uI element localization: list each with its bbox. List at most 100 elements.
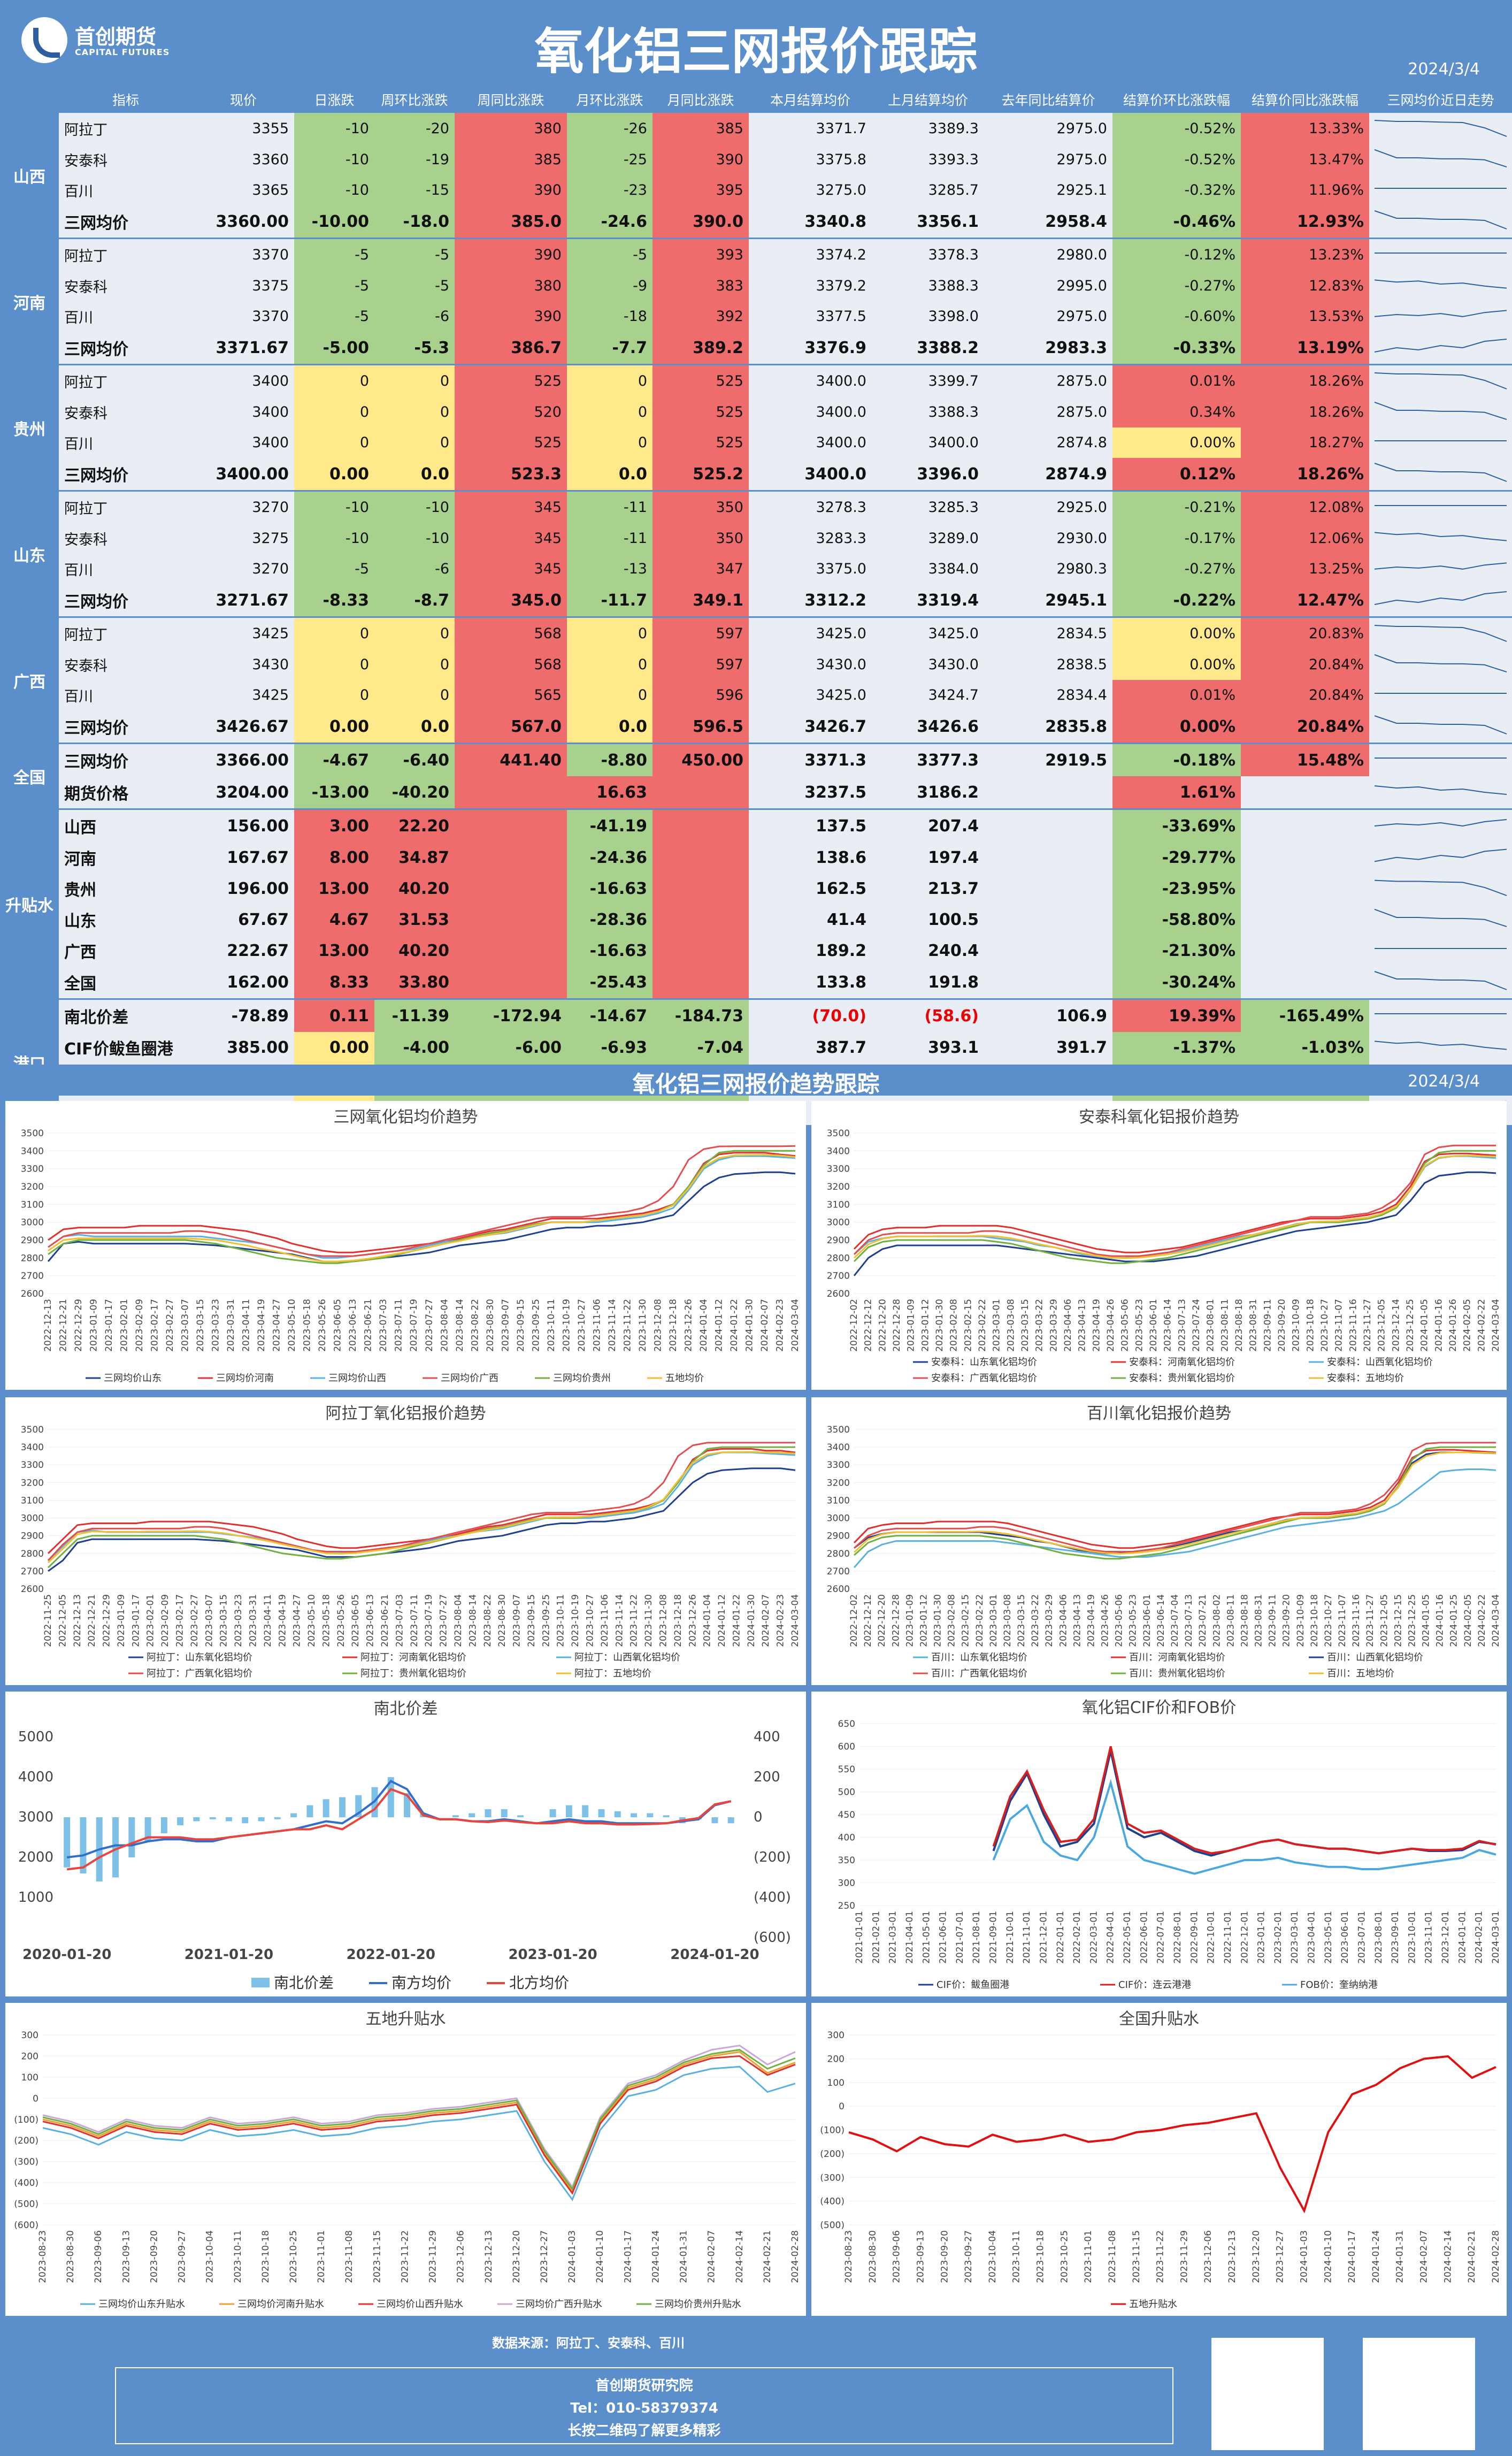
table-cell: 390 <box>455 301 567 332</box>
trend-sparkline <box>1369 743 1512 776</box>
table-cell: 385 <box>455 144 567 175</box>
table-cell: 568 <box>455 649 567 680</box>
x-tick-label: 2023-12-25 <box>1407 1594 1417 1647</box>
x-tick-label: 2024-02-01 <box>1474 1911 1485 1964</box>
x-tick-label: 2023-12-14 <box>1391 1299 1401 1352</box>
table-cell: 0 <box>294 616 374 649</box>
trend-sparkline <box>1369 364 1512 397</box>
x-tick-label: 2023-09-06 <box>892 2230 902 2283</box>
x-tick-label: 2022-06-01 <box>1139 1911 1149 1964</box>
logo-text: 首创期货 <box>75 25 157 49</box>
region-label: 山东 <box>0 490 59 617</box>
x-tick-label: 2023-04-27 <box>292 1594 303 1647</box>
x-tick-label: 2023-04-06 <box>1063 1299 1073 1352</box>
table-row: 安泰科 3430 0 0 568 0 597 3430.0 3430.0 2838.5 0.00% 2… <box>0 649 1512 680</box>
x-tick-label: 2023-10-25 <box>1059 2230 1070 2283</box>
table-cell: 0.01% <box>1112 364 1241 397</box>
table-cell: -11 <box>567 523 653 554</box>
x-tick-label: 2023-07-19 <box>409 1299 419 1352</box>
legend-label: 三网均价山东升贴水 <box>98 2299 185 2310</box>
x-tick-label: 2023-07-13 <box>1177 1299 1187 1352</box>
x-tick-label: 2023-09-20 <box>1281 1594 1292 1647</box>
region-label: 升贴水 <box>0 808 59 999</box>
x-tick-label: 2024-01-05 <box>1419 1299 1430 1352</box>
trend-sparkline <box>1369 776 1512 809</box>
x-tick-label: 2023-11-01 <box>1083 2230 1094 2283</box>
x-tick-label: 2024-01-17 <box>623 2230 633 2283</box>
table-cell: -1.03% <box>1241 1032 1369 1063</box>
y-tick-label: 450 <box>838 1810 855 1820</box>
table-cell: -5 <box>374 238 455 271</box>
table-cell: 0.00 <box>294 710 374 744</box>
bar <box>290 1813 297 1817</box>
legend-label: 百川：山西氧化铝均价 <box>1327 1652 1423 1663</box>
table-cell: 0 <box>374 397 455 427</box>
x-tick-label: 2023-11-30 <box>638 1299 648 1352</box>
sparkline-svg <box>1374 971 1507 990</box>
x-tick-label: 2022-12-21 <box>87 1594 97 1647</box>
table-row: 三网均价 3400.00 0.00 0.0 523.3 0.0 525.2 3400.0 339… <box>0 458 1512 491</box>
x-tick-label: 2023-02-09 <box>134 1299 145 1352</box>
sparkline-svg <box>1374 120 1507 137</box>
y-tick-label: (300) <box>14 2157 39 2168</box>
table-cell: 16.63 <box>567 776 653 809</box>
legend-label: 安泰科：贵州氧化铝均价 <box>1129 1373 1235 1384</box>
x-tick-label: 2024-02-05 <box>1463 1594 1473 1647</box>
series-line <box>854 1442 1496 1552</box>
bar <box>242 1817 249 1824</box>
x-tick-label: 2023-06-05 <box>350 1594 361 1647</box>
table-cell: 525 <box>653 427 749 458</box>
row-label: 安泰科 <box>59 144 193 175</box>
x-tick-label: 2023-03-23 <box>233 1594 244 1647</box>
trend-sparkline <box>1369 680 1512 710</box>
legend-label: 百川：广西氧化铝均价 <box>931 1668 1027 1679</box>
table-row: 河南 阿拉丁 3370 -5 -5 390 -5 393 3374.2 3378.3 2980.0-… <box>0 238 1512 365</box>
x-tick-label: 2023-09-07 <box>512 1594 523 1647</box>
table-cell: 390 <box>653 144 749 175</box>
table-cell: 0 <box>567 364 653 397</box>
section-bar <box>0 1065 1512 1096</box>
x-tick-label: 2023-12-06 <box>1203 2230 1214 2283</box>
table-cell: 0 <box>567 680 653 710</box>
table-cell: -172.94 <box>455 998 567 1032</box>
column-header: 日涨跌 <box>294 88 374 112</box>
y-tick-label: 2900 <box>21 1531 44 1542</box>
sparkline-path <box>1374 591 1507 605</box>
x-tick-label: 2023-09-07 <box>500 1299 511 1352</box>
table-row: 山西 阿拉丁 3355 -10 -20 380 -26 385 3371.7 3389.3 2975… <box>0 111 1512 239</box>
x-tick-label: 2023-03-01 <box>1290 1911 1300 1964</box>
table-cell: 2975.0 <box>984 144 1112 175</box>
table-cell: 0.0 <box>374 458 455 491</box>
x-tick-label: 2021-12-01 <box>1038 1911 1049 1964</box>
chart-title: 安泰科氧化铝报价趋势 <box>1079 1108 1239 1127</box>
x-tick-label: 2023-04-26 <box>1106 1299 1116 1352</box>
x-tick-label: 2022-02-01 <box>1072 1911 1083 1964</box>
x-tick-label: 2023-10-18 <box>260 2230 271 2283</box>
table-cell: 2945.1 <box>984 584 1112 617</box>
table-cell: 13.00 <box>294 873 374 904</box>
chart-panel-cif-fob: 氧化铝CIF价和FOB价 250 300 350 400 450 500 550 600 650 2… <box>811 1692 1507 1996</box>
qr-code-icon[interactable] <box>1211 2338 1324 2450</box>
y-tick-label: 650 <box>838 1719 855 1730</box>
bar <box>485 1809 492 1817</box>
x-tick-label: 2023-03-01 <box>992 1299 1002 1352</box>
qr-code-icon[interactable] <box>1363 2338 1475 2450</box>
series-line <box>853 1468 1496 1569</box>
table-cell: 380 <box>455 271 567 301</box>
x-tick-label: 2023-10-11 <box>233 2230 243 2283</box>
legend-label: 阿拉丁：五地均价 <box>574 1668 651 1679</box>
x-tick-label: 2023-10-19 <box>570 1594 581 1647</box>
table-cell: -0.17% <box>1112 523 1241 554</box>
y-tick-label: 2700 <box>21 1271 44 1282</box>
sparkline-svg <box>1374 149 1507 168</box>
table-cell: 345.0 <box>455 584 567 617</box>
column-header: 结算价同比涨跌幅 <box>1241 88 1369 112</box>
table-cell: 196.00 <box>193 873 294 904</box>
table-row: 百川 3365 -10 -15 390 -23 395 3275.0 3285.7 2925.1-… <box>0 175 1512 205</box>
table-row: 期货价格 3204.00 -13.00 -40.20 16.63 3237.5 3186.2… <box>0 776 1512 809</box>
x-tick-label: 2024-01-12 <box>717 1594 727 1647</box>
table-cell: 523.3 <box>455 458 567 491</box>
x-tick-label: 2023-02-09 <box>160 1594 171 1647</box>
table-cell: 3384.0 <box>872 554 984 584</box>
legend-label: 三网均价广西 <box>441 1373 498 1384</box>
